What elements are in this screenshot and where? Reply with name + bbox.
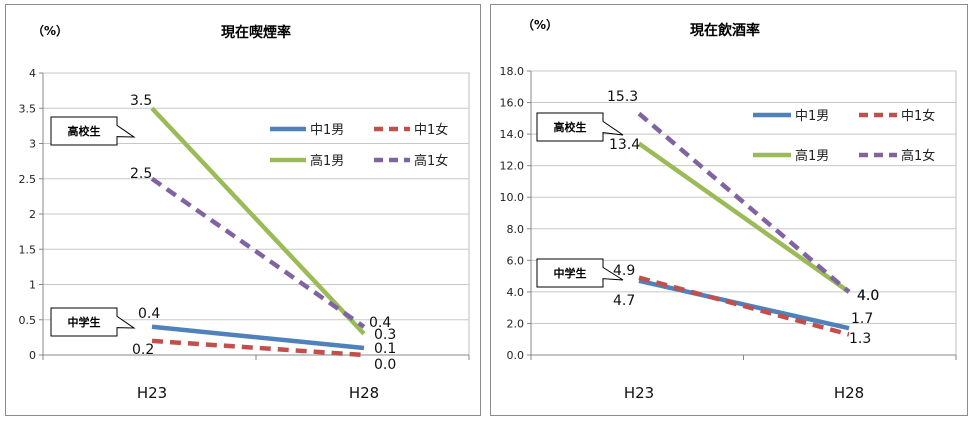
series-line-2 <box>150 106 366 336</box>
y-tick-label: 4 <box>29 67 36 80</box>
y-tick-label: 3.5 <box>19 102 37 115</box>
data-label: 4.0 <box>857 288 879 304</box>
callout-label: 高校生 <box>554 120 587 134</box>
data-label: 15.3 <box>607 89 638 105</box>
y-tick-label: 14.0 <box>500 128 525 141</box>
legend-label: 高1女 <box>901 148 935 164</box>
x-tick-label: H28 <box>349 384 379 402</box>
data-label: 0.4 <box>369 315 391 331</box>
data-label: 0.4 <box>138 306 160 322</box>
callout-box <box>50 116 136 146</box>
y-tick-label: 2 <box>29 208 36 221</box>
chart-drinking-svg: 現在飲酒率 （%） 0.0 2.0 4.0 6.0 8.0 10.0 12.0 14.0 16.0 1… <box>500 17 957 402</box>
series-line-3 <box>150 176 366 329</box>
data-label: 4.7 <box>613 293 635 309</box>
legend-label: 高1女 <box>414 153 448 169</box>
data-label: 4.0 <box>857 288 879 304</box>
callout-box <box>536 112 624 142</box>
data-label: 13.4 <box>609 137 640 153</box>
y-tick-label: 3 <box>29 138 36 151</box>
callout-label: 高校生 <box>68 124 101 138</box>
data-label: 4.9 <box>613 263 635 279</box>
data-label: 0.1 <box>374 341 396 357</box>
callout-label: 中学生 <box>554 266 587 280</box>
chart-title: 現在喫煙率 <box>221 24 291 41</box>
y-tick-label: 1 <box>29 279 36 292</box>
x-tick-label: H28 <box>834 384 864 402</box>
legend-label: 高1男 <box>310 153 344 169</box>
y-tick-label: 16.0 <box>500 97 525 110</box>
data-label: 0.0 <box>374 357 396 373</box>
y-tick-label: 0.0 <box>507 349 525 362</box>
data-label: 0.2 <box>132 342 154 358</box>
chart-title: 現在飲酒率 <box>690 22 760 39</box>
legend-label: 中1男 <box>310 123 344 138</box>
y-tick-label: 0.5 <box>19 314 37 327</box>
chart-smoking-svg: 現在喫煙率 （%） 0 0.5 1 1.5 2 2.5 3 3.5 4 H23 H28 0.4 0.1 0.2… <box>19 23 470 402</box>
unit-label: （%） <box>32 23 68 38</box>
y-tick-label: 10.0 <box>500 191 525 204</box>
legend-label: 中1男 <box>795 109 829 124</box>
series-line-0 <box>151 324 365 351</box>
data-label: 0.3 <box>374 327 396 343</box>
callout-label: 中学生 <box>68 315 101 329</box>
x-tick-label: H23 <box>137 384 167 402</box>
y-tick-label: 18.0 <box>500 65 525 78</box>
chart-panel-smoking: 現在喫煙率 （%） 0 0.5 1 1.5 2 2.5 3 3.5 4 H23 H28 0.4 0.1 0.2… <box>5 4 481 416</box>
data-label: 1.3 <box>849 331 871 347</box>
y-tick-label: 6.0 <box>507 254 525 267</box>
callout-box <box>50 307 136 337</box>
data-label: 2.5 <box>130 166 152 182</box>
legend-label: 中1女 <box>901 108 935 124</box>
data-label: 3.5 <box>130 93 152 109</box>
series-line-3 <box>637 111 851 294</box>
data-label: 1.7 <box>851 311 873 327</box>
series-line-1 <box>638 275 850 337</box>
callout-box <box>536 258 624 288</box>
y-tick-label: 1.5 <box>19 243 37 256</box>
y-tick-label: 2.0 <box>507 317 525 330</box>
y-tick-label: 8.0 <box>507 223 525 236</box>
y-tick-label: 2.5 <box>19 173 37 186</box>
legend-label: 中1女 <box>414 122 448 138</box>
y-tick-label: 12.0 <box>500 160 525 173</box>
legend-label: 高1男 <box>795 148 829 164</box>
unit-label: （%） <box>522 17 558 32</box>
series-line-2 <box>637 141 851 294</box>
y-tick-label: 4.0 <box>507 286 525 299</box>
y-tick-label: 0 <box>29 349 36 362</box>
x-tick-label: H23 <box>624 384 654 402</box>
chart-panel-drinking: 現在飲酒率 （%） 0.0 2.0 4.0 6.0 8.0 10.0 12.0 14.0 16.0 1… <box>490 4 968 416</box>
